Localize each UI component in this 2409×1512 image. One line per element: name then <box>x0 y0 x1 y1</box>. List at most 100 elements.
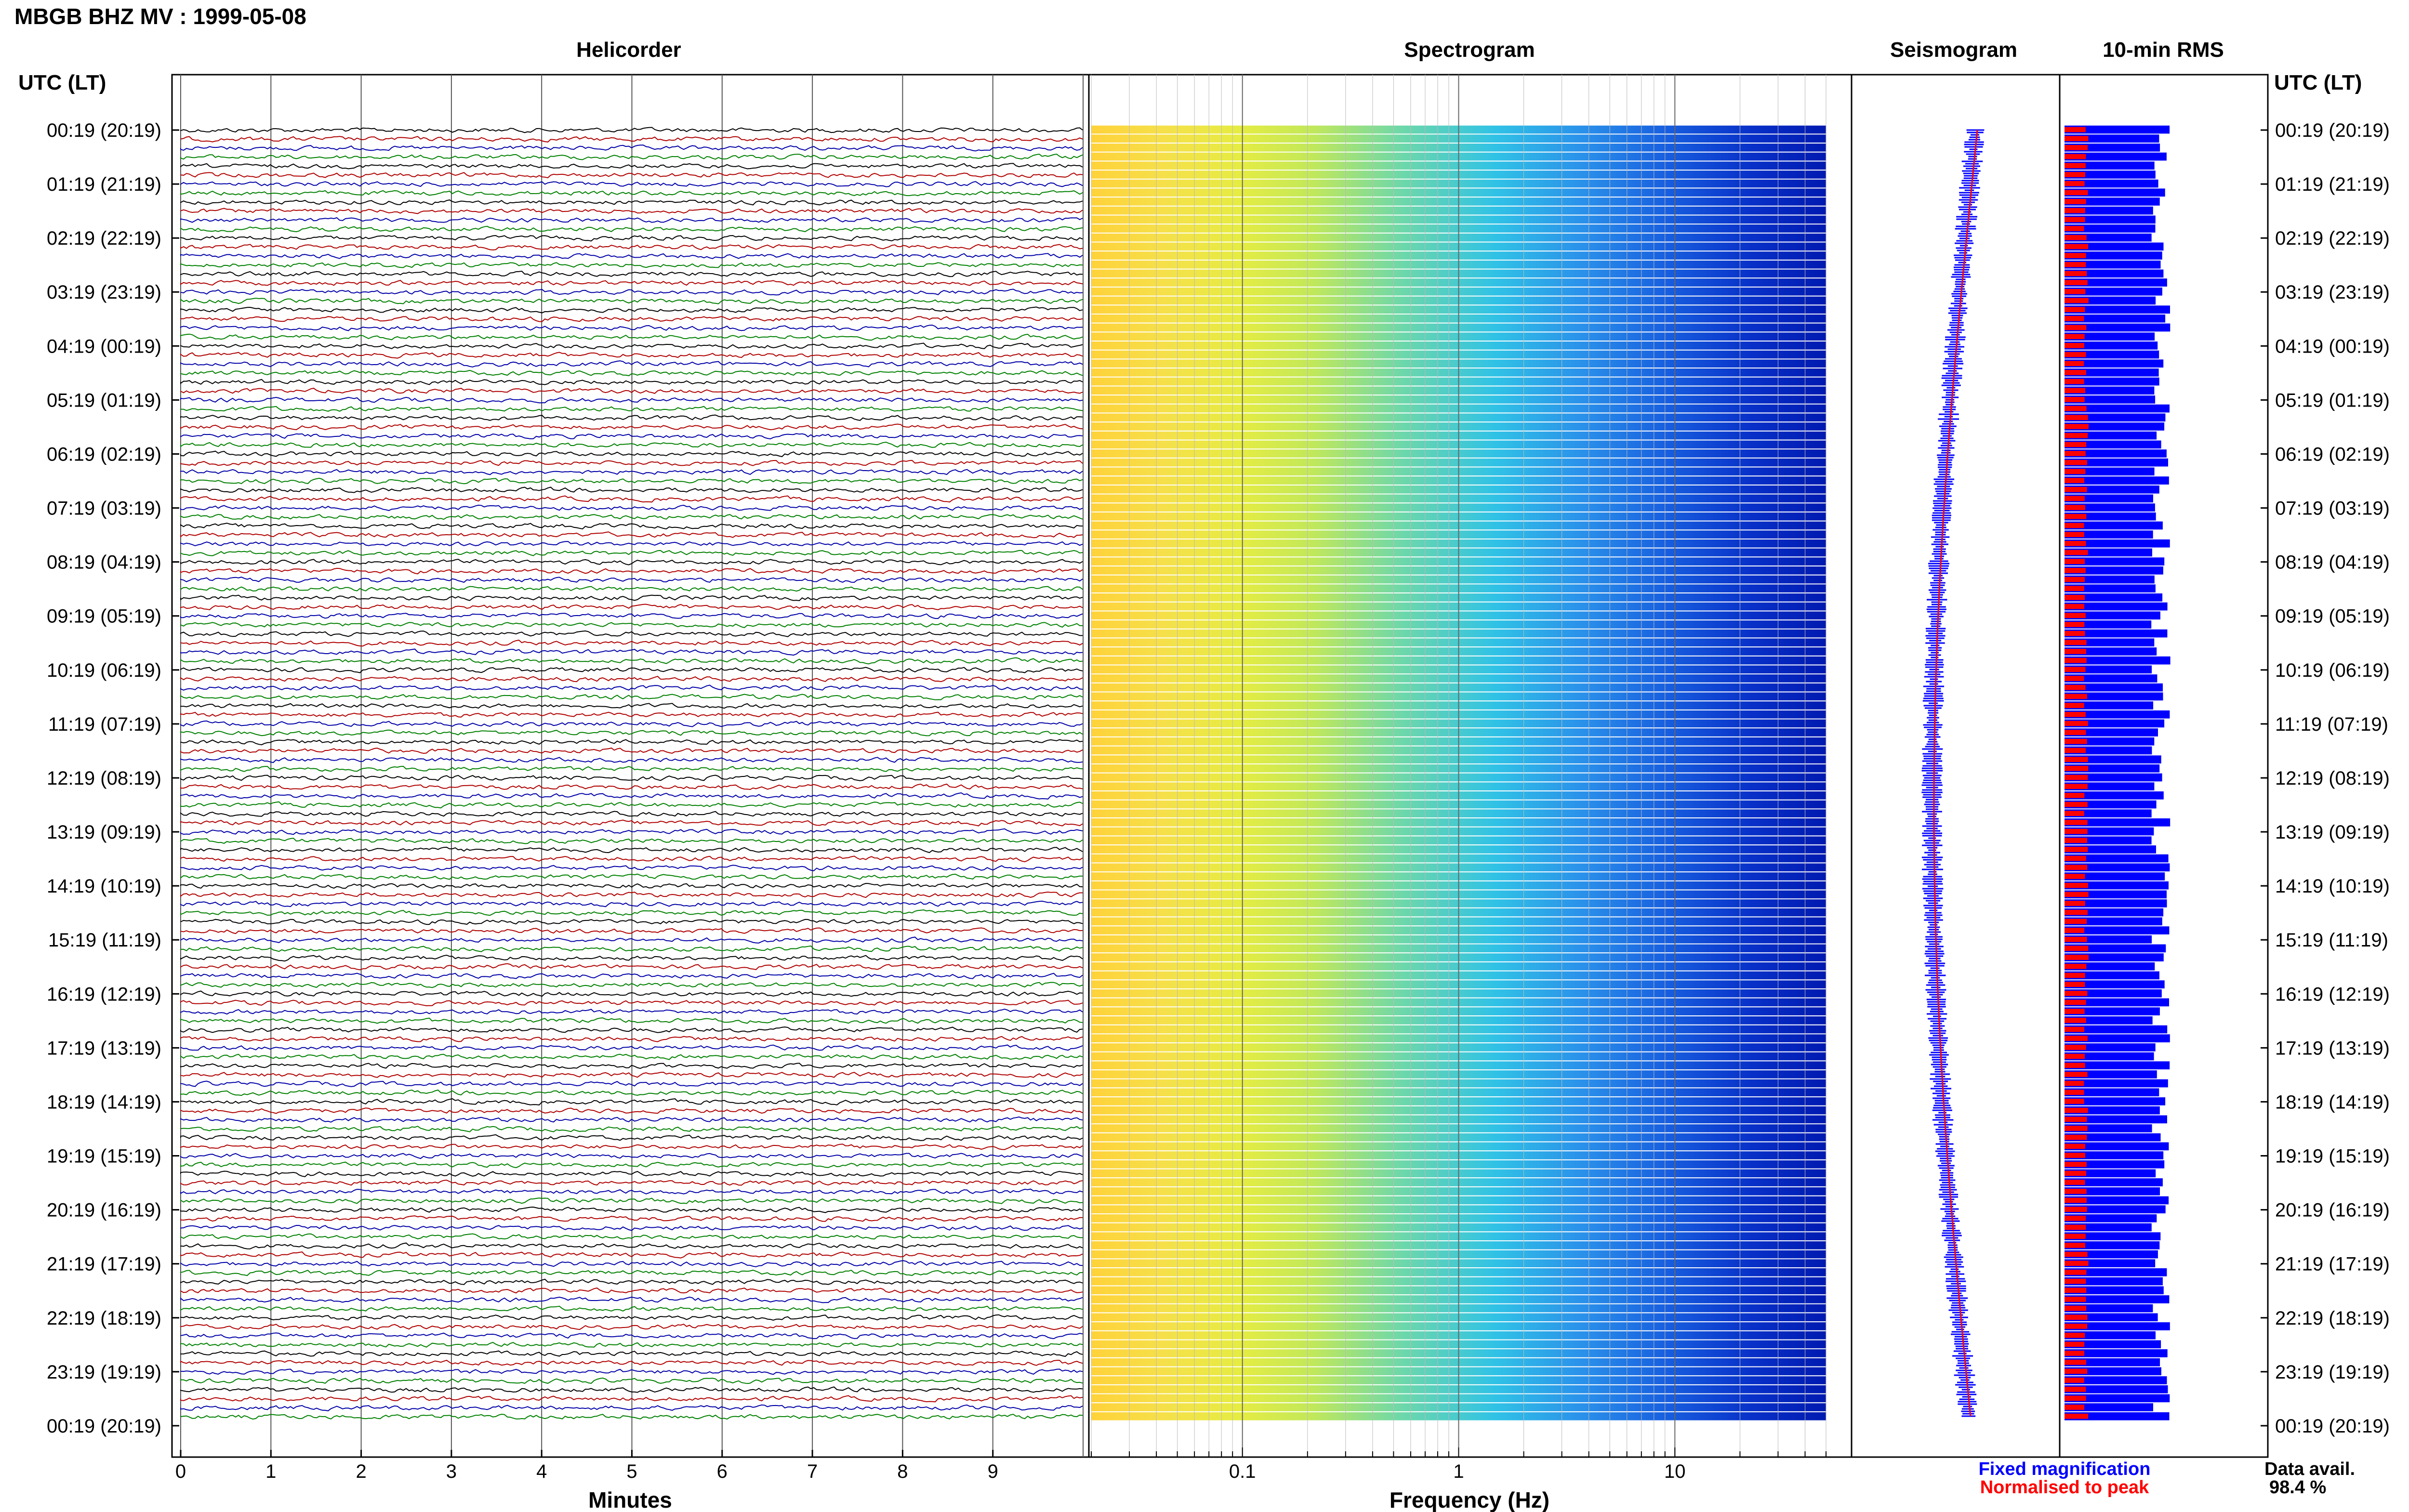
helicorder-trace <box>180 1323 1083 1330</box>
helicorder-trace <box>180 387 1083 394</box>
rms-peak-bar <box>2065 1180 2085 1185</box>
rms-peak-bar <box>2065 145 2088 150</box>
rms-bar <box>2065 566 2163 575</box>
rms-peak-bar <box>2065 1324 2087 1329</box>
rms-bar <box>2065 494 2153 503</box>
rms-peak-bar <box>2065 990 2088 996</box>
rms-peak-bar <box>2065 496 2085 501</box>
helicorder-trace <box>180 747 1083 754</box>
helicorder-trace <box>180 1107 1083 1114</box>
helicorder-trace <box>180 1251 1083 1259</box>
helicorder-trace <box>180 711 1083 718</box>
helicorder-trace <box>180 865 1083 871</box>
rms-bar <box>2065 863 2170 872</box>
rms-peak-bar <box>2065 235 2087 240</box>
rms-bar <box>2065 602 2168 611</box>
y-tick-label-right: 05:19 (01:19) <box>2275 390 2390 411</box>
rms-peak-bar <box>2065 765 2089 771</box>
rms-peak-bar <box>2065 1207 2087 1212</box>
helicorder-trace <box>180 289 1083 296</box>
helicorder-trace <box>180 145 1083 152</box>
y-tick-label-right: 23:19 (19:19) <box>2275 1362 2390 1383</box>
y-tick-label-left: 08:19 (04:19) <box>47 552 161 573</box>
rms-peak-bar <box>2065 253 2086 258</box>
helicorder-trace <box>180 1269 1083 1276</box>
helicorder-trace <box>180 873 1083 880</box>
rms-bar <box>2065 332 2155 341</box>
helicorder-trace <box>180 558 1083 565</box>
y-tick-label-left: 17:19 (13:19) <box>47 1038 161 1059</box>
helicorder-trace <box>180 172 1083 179</box>
rms-bar <box>2065 188 2165 197</box>
helicorder-trace <box>180 1305 1083 1312</box>
rms-bar <box>2065 638 2155 647</box>
rms-peak-bar <box>2065 325 2087 330</box>
helicorder-trace <box>180 1341 1083 1348</box>
rms-bar <box>2065 1160 2165 1169</box>
y-tick-label-right: 18:19 (14:19) <box>2275 1091 2390 1113</box>
helicorder-trace <box>180 1080 1083 1087</box>
rms-bar <box>2065 377 2159 386</box>
rms-peak-bar <box>2065 136 2089 141</box>
rms-bar <box>2065 593 2163 602</box>
rms-peak-bar <box>2065 226 2084 231</box>
y-tick-label-right: 17:19 (13:19) <box>2275 1038 2390 1059</box>
rms-peak-bar <box>2065 667 2086 672</box>
helicorder-trace <box>180 594 1083 602</box>
helicorder-trace <box>180 729 1083 736</box>
rms-peak-bar <box>2065 1251 2088 1257</box>
rms-peak-bar <box>2065 469 2086 474</box>
helicorder-trace <box>180 199 1083 206</box>
y-tick-label-right: 19:19 (15:19) <box>2275 1146 2390 1167</box>
rms-bar <box>2065 314 2166 323</box>
rms-bar <box>2065 1178 2163 1186</box>
rms-peak-bar <box>2065 577 2085 582</box>
rms-bar <box>2065 521 2163 530</box>
left-axis-header: UTC (LT) <box>18 71 106 94</box>
rms-peak-bar <box>2065 1234 2086 1239</box>
rms-bar <box>2065 1295 2170 1303</box>
rms-peak-bar <box>2065 217 2085 223</box>
y-tick-label-left: 09:19 (05:19) <box>47 606 161 627</box>
helicorder-trace <box>180 1296 1083 1303</box>
rms-bar <box>2065 1223 2152 1232</box>
helicorder-trace <box>180 1071 1083 1078</box>
rms-bar <box>2065 224 2156 233</box>
helicorder-trace <box>180 757 1083 763</box>
rms-bar <box>2065 719 2165 728</box>
helicorder-trace <box>180 306 1083 314</box>
helicorder-trace <box>180 639 1083 647</box>
rms-bar <box>2065 665 2152 674</box>
rms-peak-bar <box>2065 513 2087 519</box>
rms-peak-bar <box>2065 847 2088 852</box>
helicorder-trace <box>180 217 1083 223</box>
rms-peak-bar <box>2065 919 2087 924</box>
helicorder-trace <box>180 324 1083 331</box>
rms-peak-bar <box>2065 1018 2086 1023</box>
rms-peak-bar <box>2065 568 2086 573</box>
helicorder-trace <box>180 990 1083 997</box>
helicorder-x-tick-label: 5 <box>626 1461 637 1482</box>
rms-bar <box>2065 1403 2153 1411</box>
rms-peak-bar <box>2065 1134 2087 1140</box>
rms-bar <box>2065 773 2162 782</box>
helicorder-trace <box>180 298 1083 304</box>
helicorder-trace <box>180 801 1083 809</box>
helicorder-trace <box>180 1233 1083 1240</box>
rms-peak-bar <box>2065 1341 2085 1347</box>
y-tick-label-left: 06:19 (02:19) <box>47 444 161 465</box>
rms-bar <box>2065 692 2163 701</box>
rms-peak-bar <box>2065 892 2089 897</box>
rms-peak-bar <box>2065 540 2086 546</box>
helicorder-trace <box>180 279 1083 286</box>
rms-bar <box>2065 359 2164 368</box>
rms-bar <box>2065 206 2153 215</box>
helicorder-trace <box>180 1116 1083 1123</box>
helicorder-trace <box>180 739 1083 746</box>
spectrogram-x-tick-label: 10 <box>1664 1461 1686 1482</box>
helicorder-plot <box>180 75 1084 1457</box>
helicorder-trace <box>180 423 1083 431</box>
rms-peak-bar <box>2065 1315 2088 1320</box>
rms-peak-bar <box>2065 1305 2087 1311</box>
rms-bar <box>2065 881 2169 890</box>
